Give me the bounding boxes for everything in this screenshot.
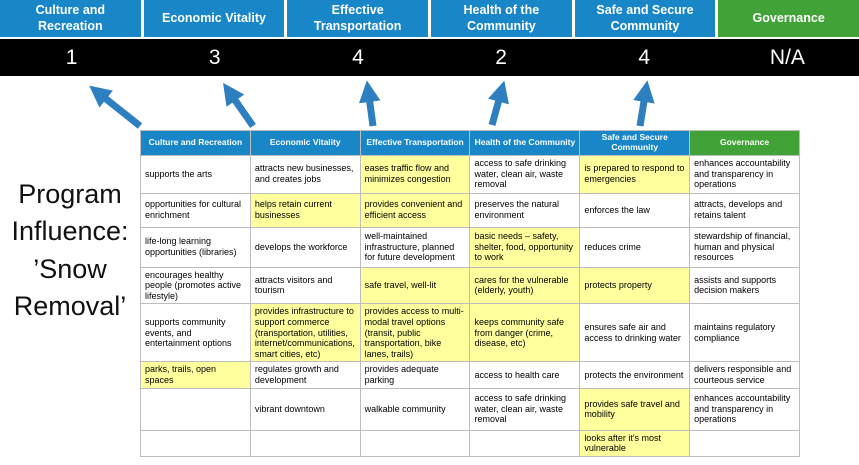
matrix-cell [249,429,361,457]
matrix-cell: safe travel, well-lit [359,266,471,305]
matrix-cell: attracts, develops and retains talent [689,192,800,228]
page-title-line: Program [18,179,122,209]
influence-matrix-table: Culture and Recreation Economic Vitality E… [140,130,800,457]
matrix-cell: helps retain current businesses [249,192,361,228]
pillar-header: Economic Vitality [143,0,285,37]
matrix-cell: protects property [579,266,691,305]
matrix-cell: well-maintained infrastructure, planned … [359,226,471,268]
matrix-cell: preserves the natural environment [469,192,581,228]
table-row: vibrant downtown walkable community access… [140,387,800,431]
arrow-icon [633,80,655,127]
matrix-cell: parks, trails, open spaces [140,361,251,389]
matrix-cell: access to safe drinking water, clean air… [469,387,581,431]
matrix-cell: provides access to multi-modal travel op… [359,303,471,363]
matrix-cell: reduces crime [579,226,691,268]
matrix-cell [140,387,251,431]
matrix-cell: is prepared to respond to emergencies [579,154,691,194]
matrix-cell: enhances accountability and transparency… [689,154,800,194]
pillar-score: 4 [352,45,364,69]
table-row: looks after it's most vulnerable [140,429,800,457]
matrix-cell [469,429,581,457]
matrix-cell: enforces the law [579,192,691,228]
matrix-cell: access to safe drinking water, clean air… [469,154,581,194]
pillar-header-band: Culture and Recreation Economic Vitality E… [0,0,859,37]
pillar-score: 2 [495,45,507,69]
page-title: Program Influence: ’Snow Removal’ [0,176,140,325]
page-title-line: Influence: [11,216,129,247]
matrix-cell: provides infrastructure to support comme… [249,303,361,363]
pillar-header: Culture and Recreation [0,0,141,37]
influence-matrix: Culture and Recreation Economic Vitality E… [140,130,800,457]
pillar-score-band: 1 3 4 2 4 N/A [0,39,859,76]
matrix-cell [689,429,800,457]
pillar-header: Governance [718,0,859,37]
matrix-cell: vibrant downtown [249,387,361,431]
matrix-cell: walkable community [359,387,471,431]
influence-arrows [89,80,655,129]
matrix-cell: protects the environment [579,361,691,389]
matrix-cell: encourages healthy people (promotes acti… [140,266,251,305]
matrix-cell: enhances accountability and transparency… [689,387,800,431]
matrix-cell: provides convenient and efficient access [359,192,471,228]
matrix-cell: life-long learning opportunities (librar… [140,226,251,268]
matrix-column-header: Safe and Secure Community [579,130,691,156]
matrix-column-header: Effective Transportation [359,130,471,156]
page-title-line: Removal’ [13,290,127,321]
matrix-column-header: Culture and Recreation [140,130,251,156]
matrix-cell: basic needs – safety, shelter, food, opp… [469,226,581,268]
matrix-column-header: Health of the Community [469,130,581,156]
pillar-score: 3 [208,45,221,69]
matrix-cell [140,429,251,457]
page-title-line: ’Snow [33,253,107,284]
pillar-score: 1 [65,45,78,69]
matrix-cell: supports the arts [140,154,251,194]
matrix-cell: access to health care [469,361,581,389]
table-row: supports the arts attracts new businesses… [140,154,800,194]
table-row: encourages healthy people (promotes acti… [140,266,800,305]
matrix-cell: attracts visitors and tourism [249,266,361,305]
arrow-icon [488,80,509,126]
arrow-icon [358,80,381,127]
matrix-cell [359,429,471,457]
matrix-cell: assists and supports decision makers [689,266,800,305]
table-row: life-long learning opportunities (librar… [140,226,800,268]
matrix-cell: keeps community safe from danger (crime,… [469,303,581,363]
matrix-cell: provides adequate parking [359,361,471,389]
matrix-cell: maintains regulatory compliance [689,303,800,363]
pillar-header: Effective Transportation [287,0,428,37]
table-row: opportunities for cultural enrichment hel… [140,192,800,228]
matrix-cell: attracts new businesses, and creates job… [249,154,361,194]
matrix-cell: provides safe travel and mobility [579,387,691,431]
table-row: parks, trails, open spaces regulates grow… [140,361,800,389]
pillar-score: 4 [638,45,651,69]
arrow-icon [223,82,256,128]
pillar-score: N/A [769,45,805,69]
matrix-cell: regulates growth and development [249,361,361,389]
pillar-header: Safe and Secure Community [574,0,716,37]
matrix-cell: delivers responsible and courteous servi… [689,361,800,389]
matrix-cell: supports community events, and entertain… [140,303,251,363]
matrix-cell: cares for the vulnerable (elderly, youth… [469,266,581,305]
matrix-header-row: Culture and Recreation Economic Vitality E… [140,130,800,156]
matrix-column-header: Economic Vitality [249,130,361,156]
matrix-cell: develops the workforce [249,226,361,268]
matrix-cell: looks after it's most vulnerable [579,429,691,457]
matrix-cell: eases traffic flow and minimizes congest… [359,154,471,194]
arrow-icon [89,85,143,129]
table-row: supports community events, and entertain… [140,303,800,363]
matrix-column-header: Governance [689,130,800,156]
matrix-cell: stewardship of financial, human and phys… [689,226,800,268]
pillar-header: Health of the Community [431,0,572,37]
matrix-cell: ensures safe air and access to drinking … [579,303,691,363]
matrix-cell: opportunities for cultural enrichment [140,192,251,228]
